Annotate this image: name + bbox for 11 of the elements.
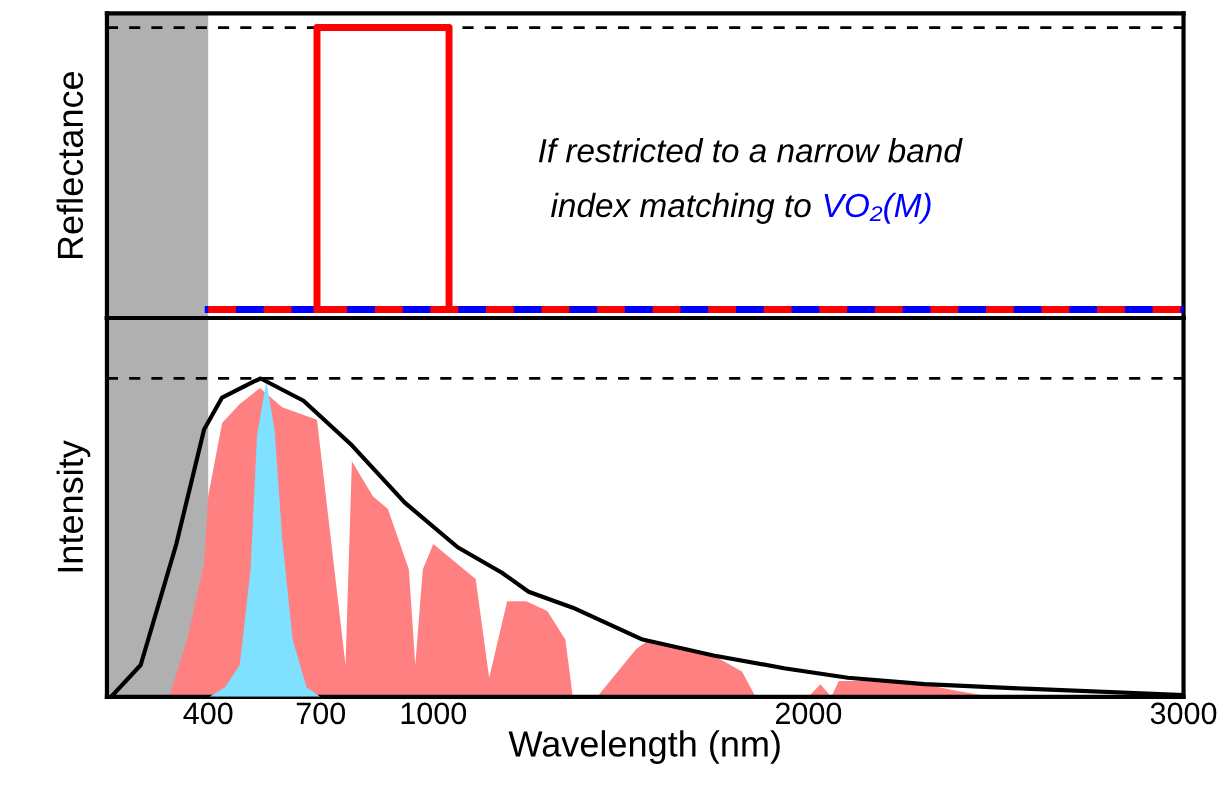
y-axis-title: Intensity [56, 440, 91, 572]
y-axis-title: Reflectance [56, 71, 84, 259]
x-tick-label: 3000 [1150, 702, 1217, 725]
x-axis-title: Wavelength (nm) [508, 730, 780, 764]
annotation: index matching to [551, 192, 811, 224]
x-tick-label: 1000 [401, 702, 467, 725]
x-tick-label: 2000 [775, 702, 842, 725]
annotation: If restricted to a narrow band [538, 138, 963, 163]
x-tick-label: 700 [296, 702, 346, 725]
x-tick-label: 400 [183, 702, 233, 725]
annotation: VO₂(M) [824, 192, 931, 224]
